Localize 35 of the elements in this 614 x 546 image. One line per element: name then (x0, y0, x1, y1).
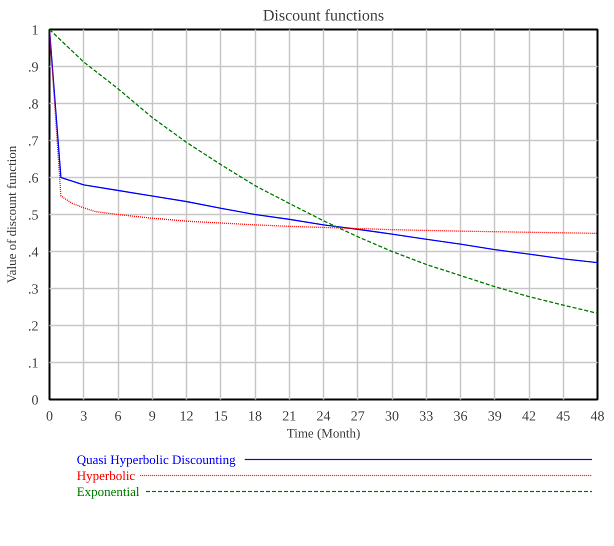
x-tick-label: 0 (46, 410, 53, 424)
y-tick-label: .9 (28, 60, 38, 76)
x-tick-label: 3 (80, 410, 88, 424)
x-tick-label: 6 (114, 410, 122, 424)
x-tick-label: 42 (522, 410, 536, 424)
x-tick-label: 21 (282, 410, 296, 424)
x-tick-label: 24 (316, 410, 330, 424)
line-series (50, 30, 598, 314)
y-tick-label: .3 (28, 282, 38, 298)
y-tick-label: .7 (28, 134, 38, 150)
x-tick-label: 15 (214, 410, 228, 424)
chart-title: Discount functions (262, 8, 384, 24)
x-tick-label: 48 (590, 410, 604, 424)
x-tick-label: 36 (454, 410, 468, 424)
x-tick-label: 27 (350, 410, 365, 424)
y-tick-label: .6 (28, 172, 38, 186)
y-axis-title: Value of discount function (4, 145, 19, 284)
y-tick-label: .2 (28, 320, 38, 334)
x-tick-label: 39 (488, 410, 502, 424)
y-tick-label: 0 (32, 394, 38, 408)
x-tick-label: 30 (385, 410, 399, 424)
x-tick-label: 18 (248, 410, 262, 424)
y-tick-label: .5 (28, 208, 38, 224)
y-tick-label: 1 (32, 24, 38, 38)
x-tick-label: 45 (556, 410, 570, 424)
y-tick-label: .4 (28, 246, 38, 260)
y-tick-label: .1 (28, 356, 38, 372)
x-axis-title: Time (Month) (286, 426, 360, 440)
x-tick-label: 12 (180, 410, 194, 424)
x-tick-label: 9 (148, 410, 156, 424)
text: Quasi Hyperbolic Discounting (76, 452, 236, 467)
x-tick-label: 33 (419, 410, 434, 424)
y-tick-label: .8 (28, 98, 38, 112)
text: Exponential (76, 484, 140, 499)
text: Hyperbolic (76, 468, 136, 483)
